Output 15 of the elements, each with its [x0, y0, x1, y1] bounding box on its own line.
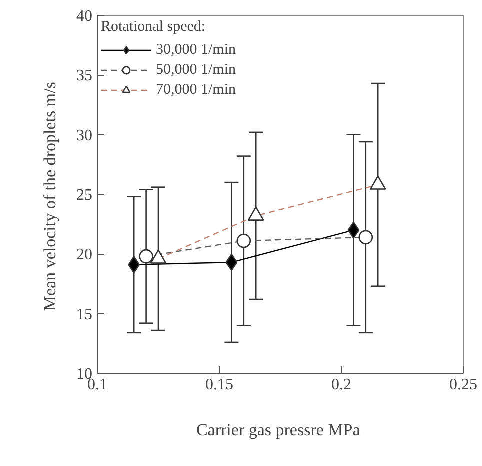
x-tick-label: 0.2 [332, 376, 352, 394]
y-tick-label: 30 [76, 127, 92, 144]
legend-label: 50,000 1/min [156, 61, 236, 79]
legend-label: 30,000 1/min [156, 41, 236, 59]
y-tick-label: 40 [76, 8, 92, 25]
x-axis-title: Carrier gas pressre MPa [196, 420, 361, 440]
x-tick-label: 0.15 [206, 376, 234, 394]
y-tick-label: 15 [76, 306, 92, 324]
legend-label: 70,000 1/min [156, 81, 236, 99]
legend-title: Rotational speed: [101, 19, 207, 36]
y-tick-label: 25 [76, 187, 92, 204]
y-axis-title: Mean velocity of the droplets m/s [40, 82, 60, 312]
y-tick-label: 35 [76, 68, 92, 85]
y-tick-label: 20 [76, 246, 92, 264]
x-tick-label: 0.25 [450, 376, 478, 394]
